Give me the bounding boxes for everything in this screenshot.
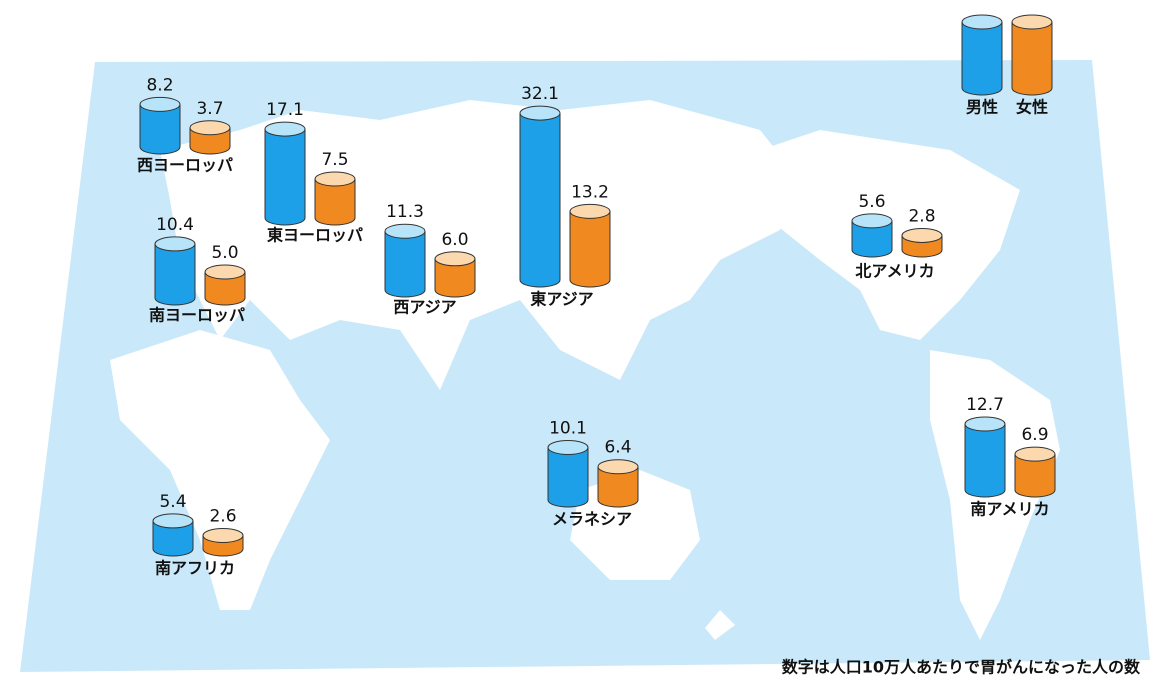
cylinder bbox=[964, 416, 1006, 498]
category-label: 南アフリカ bbox=[155, 559, 235, 578]
cylinder bbox=[152, 513, 194, 557]
category-label: 東アジア bbox=[530, 290, 593, 309]
cylinder bbox=[154, 236, 196, 306]
cylinder bbox=[961, 14, 1003, 96]
cylinder bbox=[139, 96, 181, 155]
category-label: 西ヨーロッパ bbox=[137, 156, 233, 175]
plot: 8.2 3.7 西ヨーロッパ 17.1 7.5 東ヨーロッパ 10.4 5.0 南ヨーロッパ 11… bbox=[137, 75, 1056, 578]
value-label: 5.0 bbox=[211, 243, 238, 263]
category-label: 東ヨーロッパ bbox=[267, 226, 363, 245]
value-label: 32.1 bbox=[521, 84, 559, 104]
category-label: 南アメリカ bbox=[970, 500, 1049, 519]
value-label: 8.2 bbox=[146, 75, 173, 95]
value-label: 10.4 bbox=[156, 215, 194, 235]
category-label: 北アメリカ bbox=[855, 262, 934, 281]
value-label: 6.4 bbox=[604, 438, 631, 458]
category-label: 南ヨーロッパ bbox=[149, 306, 245, 325]
cylinder bbox=[189, 120, 231, 155]
cylinder bbox=[569, 203, 611, 288]
value-label: 10.1 bbox=[549, 418, 587, 438]
cylinder bbox=[204, 264, 246, 306]
value-label: 6.9 bbox=[1021, 425, 1048, 445]
note: 数字は人口10万人あたりで胃がんになった人の数 bbox=[782, 658, 1141, 677]
category-label: メラネシア bbox=[552, 510, 632, 529]
cylinder bbox=[314, 171, 356, 226]
value-label: 2.8 bbox=[908, 206, 935, 226]
cylinder bbox=[1014, 446, 1056, 498]
value-label: 12.7 bbox=[966, 395, 1004, 415]
value-label: 3.7 bbox=[196, 99, 223, 119]
value-label: 6.0 bbox=[441, 230, 468, 250]
cylinder bbox=[384, 223, 426, 298]
value-label: 11.3 bbox=[386, 202, 424, 222]
value-label: 13.2 bbox=[571, 182, 609, 202]
value-label: 7.5 bbox=[321, 150, 348, 170]
cylinder bbox=[264, 121, 306, 226]
cylinder bbox=[597, 459, 639, 508]
world-map bbox=[20, 60, 1150, 672]
legend: 男性 女性 bbox=[961, 14, 1053, 117]
cylinder bbox=[202, 527, 244, 557]
cylinder bbox=[851, 213, 893, 258]
legend-label: 男性 bbox=[966, 98, 998, 117]
category-label: 西アジア bbox=[393, 298, 456, 317]
cylinder bbox=[547, 439, 589, 508]
cylinder bbox=[901, 227, 943, 258]
value-label: 2.6 bbox=[209, 506, 236, 526]
cylinder bbox=[434, 251, 476, 298]
legend-label: 女性 bbox=[1016, 98, 1048, 117]
value-label: 17.1 bbox=[266, 100, 304, 120]
value-label: 5.4 bbox=[159, 492, 186, 512]
cylinder bbox=[519, 105, 561, 288]
value-label: 5.6 bbox=[858, 192, 885, 212]
cylinder bbox=[1011, 14, 1053, 96]
